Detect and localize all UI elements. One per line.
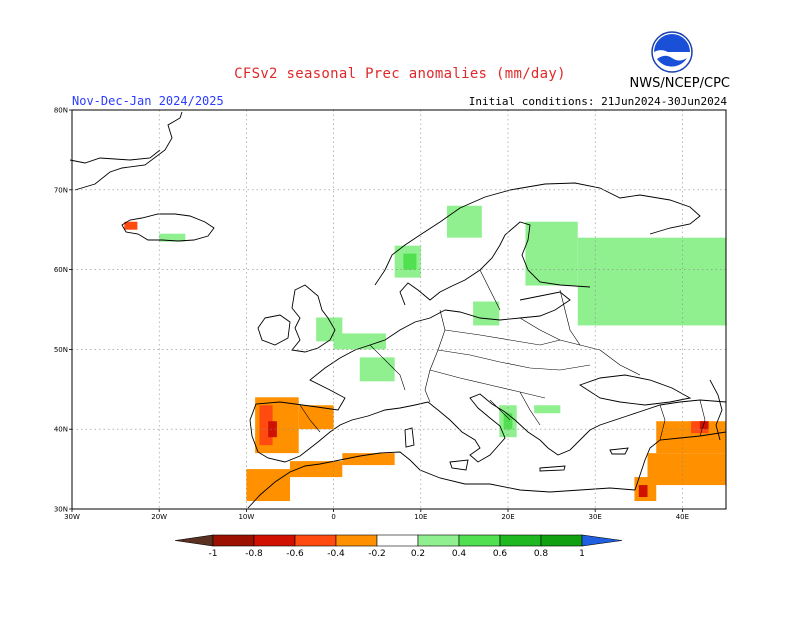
colorbar-label: -0.6 — [286, 549, 304, 559]
anomaly-cell — [473, 301, 500, 326]
colorbar-label: -0.2 — [368, 549, 386, 559]
anomaly-cell — [333, 333, 386, 350]
anomaly-cell — [298, 405, 334, 430]
colorbar-label: -0.4 — [327, 549, 345, 559]
noaa-logo-icon — [651, 31, 693, 73]
colorbar-swatch — [212, 534, 255, 547]
anomaly-cell — [525, 221, 578, 286]
forecast-period: Nov-Dec-Jan 2024/2025 — [72, 94, 224, 108]
anomaly-cell — [342, 453, 395, 466]
anomaly-cell — [577, 237, 726, 326]
lat-tick-label: 70N — [54, 186, 68, 194]
colorbar-label: 0.6 — [493, 549, 508, 559]
initial-conditions: Initial conditions: 21Jun2024-30Jun2024 — [468, 95, 727, 108]
chart-title: CFSv2 seasonal Prec anomalies (mm/day) — [234, 66, 566, 82]
continent-west-coast — [249, 309, 727, 463]
greenland-coast — [69, 111, 183, 191]
caspian-coast — [709, 379, 723, 441]
anomaly-cell — [699, 421, 709, 430]
anomaly-cell — [268, 421, 277, 438]
coastlines — [69, 111, 727, 509]
colorbar-label: 0.2 — [411, 549, 425, 559]
lon-tick-label: 20E — [501, 513, 514, 521]
anomaly-cell — [159, 233, 186, 242]
lon-tick-label: 20W — [151, 513, 167, 521]
colorbar-label: 0.4 — [452, 549, 467, 559]
anomaly-cell — [638, 485, 648, 498]
lon-tick-label: 30E — [589, 513, 602, 521]
anomaly-cell — [446, 205, 482, 238]
colorbar-swatch — [335, 534, 378, 547]
anomaly-cell — [246, 469, 290, 502]
anomaly-cells — [124, 205, 726, 502]
iceland-coast — [121, 213, 215, 242]
lat-tick-label: 60N — [54, 266, 68, 274]
agency-name: NWS/NCEP/CPC — [629, 76, 730, 91]
colorbar-label: 0.8 — [534, 549, 549, 559]
anomaly-cell — [534, 405, 561, 414]
country-borders — [299, 269, 706, 441]
baltic-coast — [444, 291, 571, 321]
colorbar-swatch — [540, 534, 583, 547]
anomaly-cell — [691, 421, 709, 434]
colorbar-label: 1 — [579, 549, 585, 559]
anomaly-cell — [359, 357, 395, 382]
sardinia-coast — [404, 427, 415, 448]
black-sea-coast — [578, 374, 692, 406]
colorbar-low-extreme — [174, 534, 214, 547]
colorbar-label: -0.8 — [245, 549, 263, 559]
lon-tick-label: 40E — [676, 513, 689, 521]
lon-tick-label: 0 — [331, 513, 335, 521]
levant-coast — [634, 431, 727, 491]
colorbar-swatch — [253, 534, 296, 547]
axis-ticks: 30W 20W 10W 0 10E 20E 30E 40E 30N 40N 50N 60N 70N 80N — [54, 107, 689, 522]
lat-tick-label: 80N — [54, 107, 68, 115]
colorbar-swatch — [458, 534, 501, 547]
lat-tick-label: 40N — [54, 426, 68, 434]
lon-tick-label: 10W — [238, 513, 254, 521]
anomaly-cell — [290, 461, 343, 478]
anomaly-cell — [124, 221, 138, 230]
sicily-coast — [449, 459, 469, 471]
colorbar-swatch — [417, 534, 460, 547]
north-africa-coast — [247, 451, 636, 509]
anomaly-cell — [403, 253, 417, 270]
colorbar-label: -1 — [209, 549, 218, 559]
lon-tick-label: 30W — [64, 513, 80, 521]
lat-tick-label: 30N — [54, 506, 68, 514]
graticule — [72, 110, 726, 509]
colorbar-swatch — [294, 534, 337, 547]
lon-tick-label: 10E — [414, 513, 427, 521]
scandinavia-coast — [374, 182, 701, 306]
map-frame — [71, 109, 727, 510]
crete-coast — [539, 465, 566, 472]
anomaly-cell — [647, 453, 726, 486]
colorbar-high-extreme — [581, 534, 623, 547]
colorbar-swatch — [499, 534, 542, 547]
cyprus-coast — [609, 447, 629, 455]
lat-tick-label: 50N — [54, 346, 68, 354]
colorbar-swatch — [376, 534, 419, 547]
ireland-coast — [257, 314, 291, 346]
great-britain-coast — [291, 284, 336, 353]
colorbar: -1 -0.8 -0.6 -0.4 -0.2 0.2 0.4 0.6 0.8 1 — [174, 534, 623, 559]
